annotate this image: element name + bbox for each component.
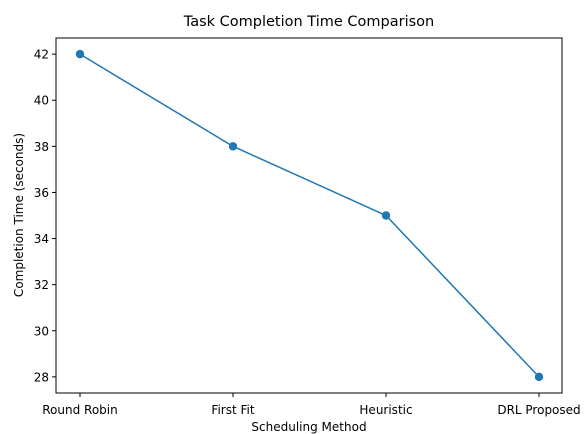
y-axis-label: Completion Time (seconds) <box>12 133 26 297</box>
x-tick-label: DRL Proposed <box>497 403 580 417</box>
data-point <box>381 211 391 220</box>
series-line <box>79 53 540 378</box>
y-axis-ticks: 28 30 32 34 36 38 40 42 <box>34 48 56 384</box>
data-point <box>75 49 85 59</box>
y-tick-label: 40 <box>34 94 49 108</box>
x-tick-label: Round Robin <box>42 403 117 417</box>
x-tick-label: Heuristic <box>359 403 412 417</box>
y-tick-label: 36 <box>34 186 49 200</box>
x-axis-label: Scheduling Method <box>251 420 366 434</box>
data-point <box>228 142 238 151</box>
series-layer <box>75 49 544 382</box>
y-tick-label: 32 <box>34 278 49 292</box>
chart-title: Task Completion Time Comparison <box>183 14 434 30</box>
plot-frame <box>55 37 563 394</box>
y-tick-label: 30 <box>34 324 49 338</box>
y-tick-label: 38 <box>34 140 49 154</box>
y-tick-label: 34 <box>34 232 49 246</box>
data-point <box>534 372 544 382</box>
x-tick-label: First Fit <box>211 403 254 417</box>
y-tick-label: 42 <box>34 48 49 62</box>
x-axis-ticks: Round Robin First Fit Heuristic DRL Propose… <box>42 393 581 417</box>
y-tick-label: 28 <box>34 370 49 384</box>
